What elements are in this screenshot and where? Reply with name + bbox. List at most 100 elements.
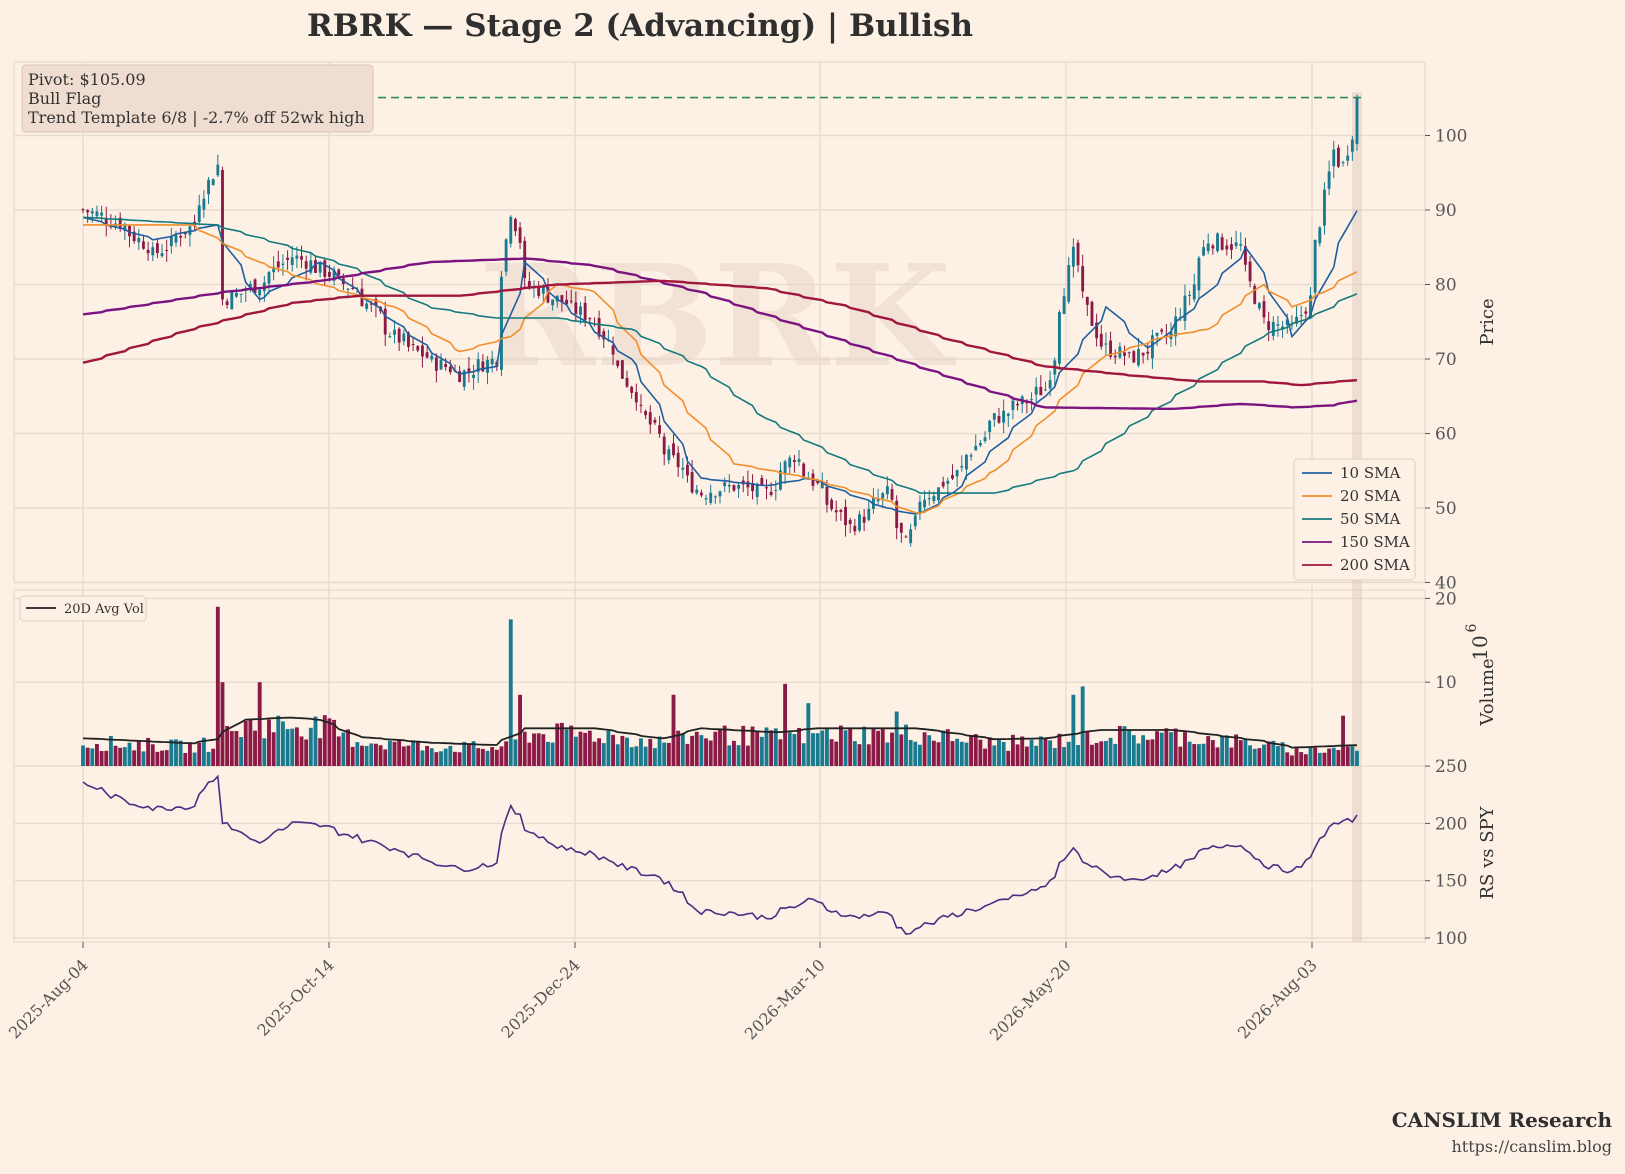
volume-bar: [931, 740, 936, 766]
volume-bar: [1229, 747, 1234, 766]
candle-body: [1090, 301, 1094, 326]
candle-body: [165, 249, 169, 251]
candle-body: [486, 359, 489, 373]
candle-body: [128, 225, 131, 237]
volume-bar: [1192, 744, 1197, 766]
volume-bar: [1127, 729, 1132, 766]
volume-bar: [778, 739, 783, 766]
candle-body: [834, 510, 838, 513]
candle-body: [1132, 351, 1136, 363]
volume-bar: [1294, 746, 1299, 766]
candle-body: [1104, 343, 1108, 345]
volume-bar: [1280, 742, 1285, 766]
candle-body: [858, 514, 861, 531]
volume-bar: [229, 731, 234, 766]
volume-bar: [1117, 725, 1122, 766]
volume-bar: [322, 715, 327, 766]
candle-body: [132, 231, 136, 242]
volume-bar: [1122, 726, 1127, 766]
volume-bar: [373, 743, 378, 766]
candle-body: [318, 262, 322, 273]
candle-body: [86, 210, 90, 213]
candle-body: [625, 377, 629, 387]
candle-body: [1304, 311, 1308, 314]
candle-body: [620, 360, 624, 379]
candle-body: [783, 461, 787, 475]
x-tick-label: 2025-Oct-14: [253, 955, 337, 1039]
candle-body: [904, 536, 908, 538]
volume-unit-exponent: 6: [1464, 623, 1480, 632]
candle-body: [1225, 245, 1229, 250]
candle-body: [639, 404, 643, 406]
candle-body: [146, 249, 150, 254]
candle-body: [983, 437, 987, 442]
candle-body: [481, 361, 485, 372]
volume-bar: [987, 737, 992, 766]
candle-body: [946, 480, 950, 484]
volume-bar: [1313, 747, 1318, 766]
volume-bar: [955, 738, 960, 766]
volume-bar: [1322, 752, 1327, 766]
candle-body: [602, 331, 606, 340]
volume-bar: [1206, 736, 1211, 766]
candle-body: [551, 299, 555, 306]
candle-body: [913, 515, 917, 527]
candle-body: [588, 318, 592, 320]
volume-bar: [169, 739, 174, 766]
candle-body: [513, 218, 517, 232]
candle-body: [634, 392, 638, 403]
volume-bar: [215, 606, 220, 766]
volume-bar: [983, 748, 987, 766]
candle-body: [1309, 295, 1312, 318]
candle-body: [569, 300, 573, 302]
candle-body: [290, 257, 294, 265]
volume-bar: [234, 731, 239, 766]
candle-body: [881, 493, 885, 499]
volume-bar: [648, 738, 653, 766]
volume-bar: [620, 735, 625, 766]
volume-tick-label: 20: [1435, 589, 1457, 609]
candle-body: [676, 452, 680, 468]
volume-bar: [834, 741, 839, 766]
volume-bar: [555, 723, 560, 766]
candle-body: [992, 413, 996, 420]
candle-body: [653, 419, 657, 423]
volume-bar: [866, 744, 871, 766]
candle-body: [1262, 301, 1266, 318]
volume-bar: [690, 735, 695, 766]
candle-body: [388, 336, 392, 338]
candle-body: [969, 455, 973, 457]
volume-bar: [471, 741, 476, 766]
volume-bar: [666, 742, 671, 766]
candle-body: [476, 359, 480, 372]
volume-bar: [1155, 731, 1160, 766]
candle-body: [490, 358, 494, 365]
volume-bar: [880, 727, 885, 766]
volume-bar: [750, 726, 755, 766]
candle-body: [527, 281, 531, 287]
candle-body: [1206, 243, 1210, 251]
volume-bar: [220, 682, 225, 766]
candle-body: [1202, 247, 1205, 256]
volume-bar: [360, 745, 364, 766]
rs-tick-label: 200: [1435, 814, 1467, 834]
candle-body: [221, 170, 224, 300]
candle-body: [662, 436, 666, 455]
candle-body: [597, 318, 601, 337]
volume-bar: [885, 742, 890, 766]
volume-bar: [294, 727, 299, 766]
candle-body: [1188, 295, 1192, 297]
candle-body: [1011, 400, 1015, 410]
volume-bar: [108, 735, 113, 766]
candle-body: [1318, 227, 1322, 244]
volume-bar: [1066, 741, 1071, 766]
volume-bar: [950, 741, 955, 766]
candle-body: [974, 445, 978, 451]
footer-brand: CANSLIM Research: [1392, 1108, 1613, 1132]
candle-body: [853, 525, 857, 532]
volume-bar: [592, 741, 597, 766]
candle-body: [430, 355, 434, 360]
volume-bar: [857, 744, 862, 766]
candle-body: [927, 498, 931, 500]
